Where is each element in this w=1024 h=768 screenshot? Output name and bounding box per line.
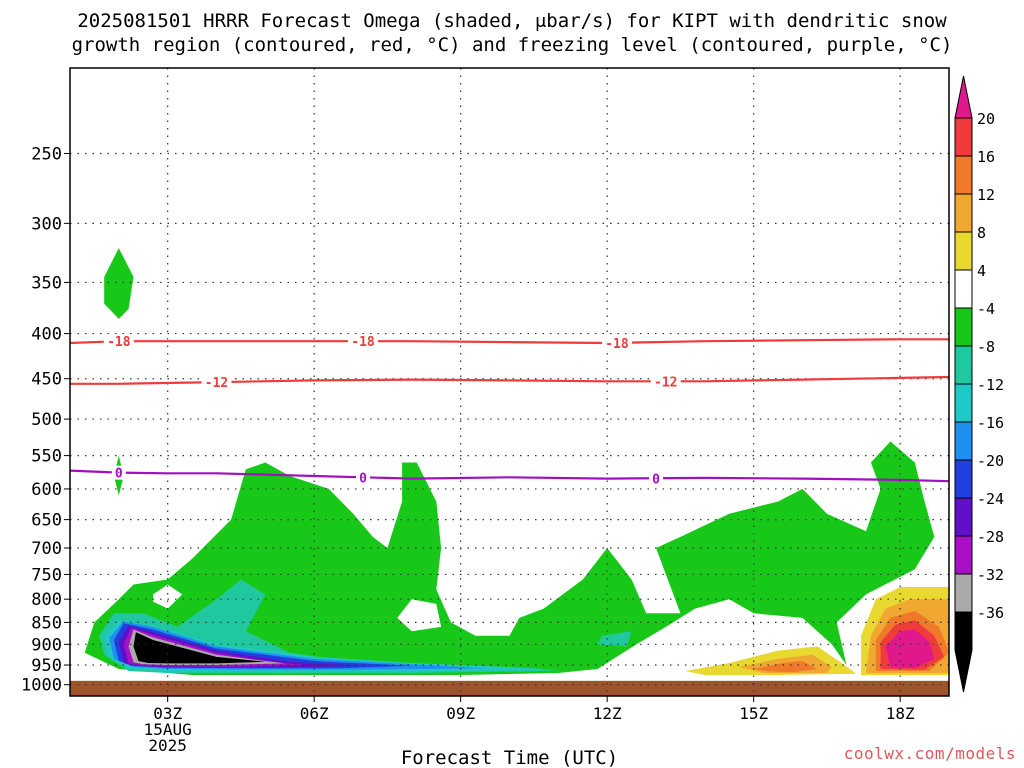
x-tick-label: 03Z [153,704,182,723]
colorbar-label: 20 [977,110,995,128]
colorbar-segment [954,155,973,195]
y-tick-label: 900 [31,635,62,655]
x-tick-date-label: 15AUG [144,720,192,739]
x-tick-label: 06Z [300,704,329,723]
contour-label: -18 [605,337,629,352]
colorbar-label: 12 [977,186,995,204]
chart-title-line-1: 2025081501 HRRR Forecast Omega (shaded, … [77,10,947,32]
plot-area: -18 -18 -18 -12 -12 0 0 0 [70,68,949,696]
y-tick-label: 1000 [21,676,62,696]
colorbar-label: -20 [977,452,1004,470]
y-tick-label: 750 [31,565,62,585]
contour-label-background [348,334,378,349]
x-tick-label: 15Z [739,704,768,723]
y-tick-label: 700 [31,539,62,559]
y-tick-label: 500 [31,410,62,430]
omega-gap [397,599,442,632]
credit-text: coolwx.com/models [843,744,1016,763]
omega-region [597,631,632,647]
contour-line [70,375,949,385]
contour-label-background [649,471,663,486]
colorbar-label: -4 [977,300,995,318]
contour-label: 0 [359,471,367,486]
contour-label-background [201,375,232,390]
contour-label: -18 [107,335,131,350]
x-tick-year-label: 2025 [148,736,187,755]
colorbar-segment [954,421,973,461]
colorbar-bottom-arrow [954,649,973,693]
colorbar-label: -8 [977,338,995,356]
colorbar-segment [954,459,973,499]
omega-gap [153,584,183,609]
colorbar-segment [954,345,973,385]
contour-label-background [601,335,632,350]
y-tick-label: 350 [31,273,62,293]
chart-title-line-2: growth region (contoured, red, °C) and f… [71,34,953,56]
contour-label: -12 [205,376,228,391]
contour-label-background [356,470,370,485]
colorbar-label: 16 [977,148,995,166]
contour-label-background [103,334,134,349]
x-tick-label: 09Z [446,704,475,723]
colorbar-label: -16 [977,414,1004,432]
omega-region [885,629,935,669]
contour-label: 0 [115,467,123,482]
colorbar-segment [954,573,973,613]
omega-region [133,632,266,664]
colorbar-segment [954,269,973,309]
colorbar-segment [954,611,973,651]
colorbar-segment [954,117,973,157]
colorbar-segment [954,535,973,575]
colorbar-label: 4 [977,262,986,280]
colorbar-label: -24 [977,490,1004,508]
x-tick-label: 12Z [593,704,622,723]
y-tick-label: 300 [31,214,62,234]
y-tick-label: 650 [31,511,62,531]
colorbar-label: -28 [977,528,1004,546]
contour-label-background [650,374,681,389]
omega-region [104,248,134,319]
y-tick-label: 450 [31,370,62,390]
colorbar-label: -32 [977,566,1004,584]
y-tick-label: 250 [31,144,62,164]
x-axis-label: Forecast Time (UTC) [401,747,618,768]
y-tick-label: 800 [31,590,62,610]
contour-line [70,338,949,345]
colorbar-segment [954,231,973,271]
y-tick-label: 400 [31,325,62,345]
y-tick-label: 600 [31,480,62,500]
colorbar-label: -12 [977,376,1004,394]
contour-line [70,469,949,483]
colorbar-segment [954,307,973,347]
colorbar-label: 8 [977,224,986,242]
colorbar-segment [954,383,973,423]
contour-label: -12 [654,375,677,390]
colorbar-segment [954,193,973,233]
contour-label-background [111,465,126,480]
contour-label: 0 [652,472,660,487]
colorbar-segment [954,497,973,537]
omega-region [84,441,935,675]
y-tick-label: 850 [31,613,62,633]
y-tick-label: 950 [31,656,62,676]
x-tick-label: 18Z [886,704,915,723]
plot-frame [69,67,950,697]
omega-region [753,661,818,673]
y-tick-label: 550 [31,447,62,467]
surface-terrain [70,680,949,696]
colorbar-label: -36 [977,604,1004,622]
contour-label: -18 [351,335,375,350]
colorbar-top-arrow [954,75,973,119]
